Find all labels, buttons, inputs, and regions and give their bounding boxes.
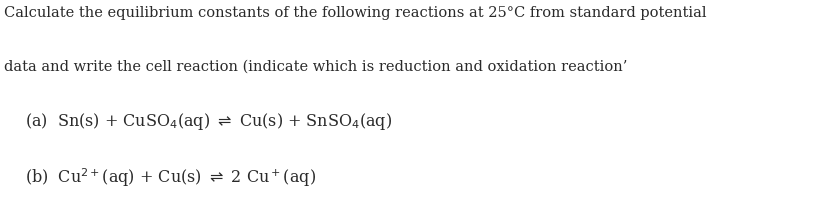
Text: data and write the cell reaction (indicate which is reduction and oxidation reac: data and write the cell reaction (indica… bbox=[4, 60, 627, 74]
Text: (b)  Cu$^{2+}$(aq) + Cu(s) $\rightleftharpoons$ 2 Cu$^+$(aq): (b) Cu$^{2+}$(aq) + Cu(s) $\rightlefthar… bbox=[25, 166, 315, 189]
Text: (a)  Sn(s) + CuSO$_4$(aq) $\rightleftharpoons$ Cu(s) + SnSO$_4$(aq): (a) Sn(s) + CuSO$_4$(aq) $\rightleftharp… bbox=[25, 111, 391, 132]
Text: Calculate the equilibrium constants of the following reactions at 25°C from stan: Calculate the equilibrium constants of t… bbox=[4, 6, 705, 20]
